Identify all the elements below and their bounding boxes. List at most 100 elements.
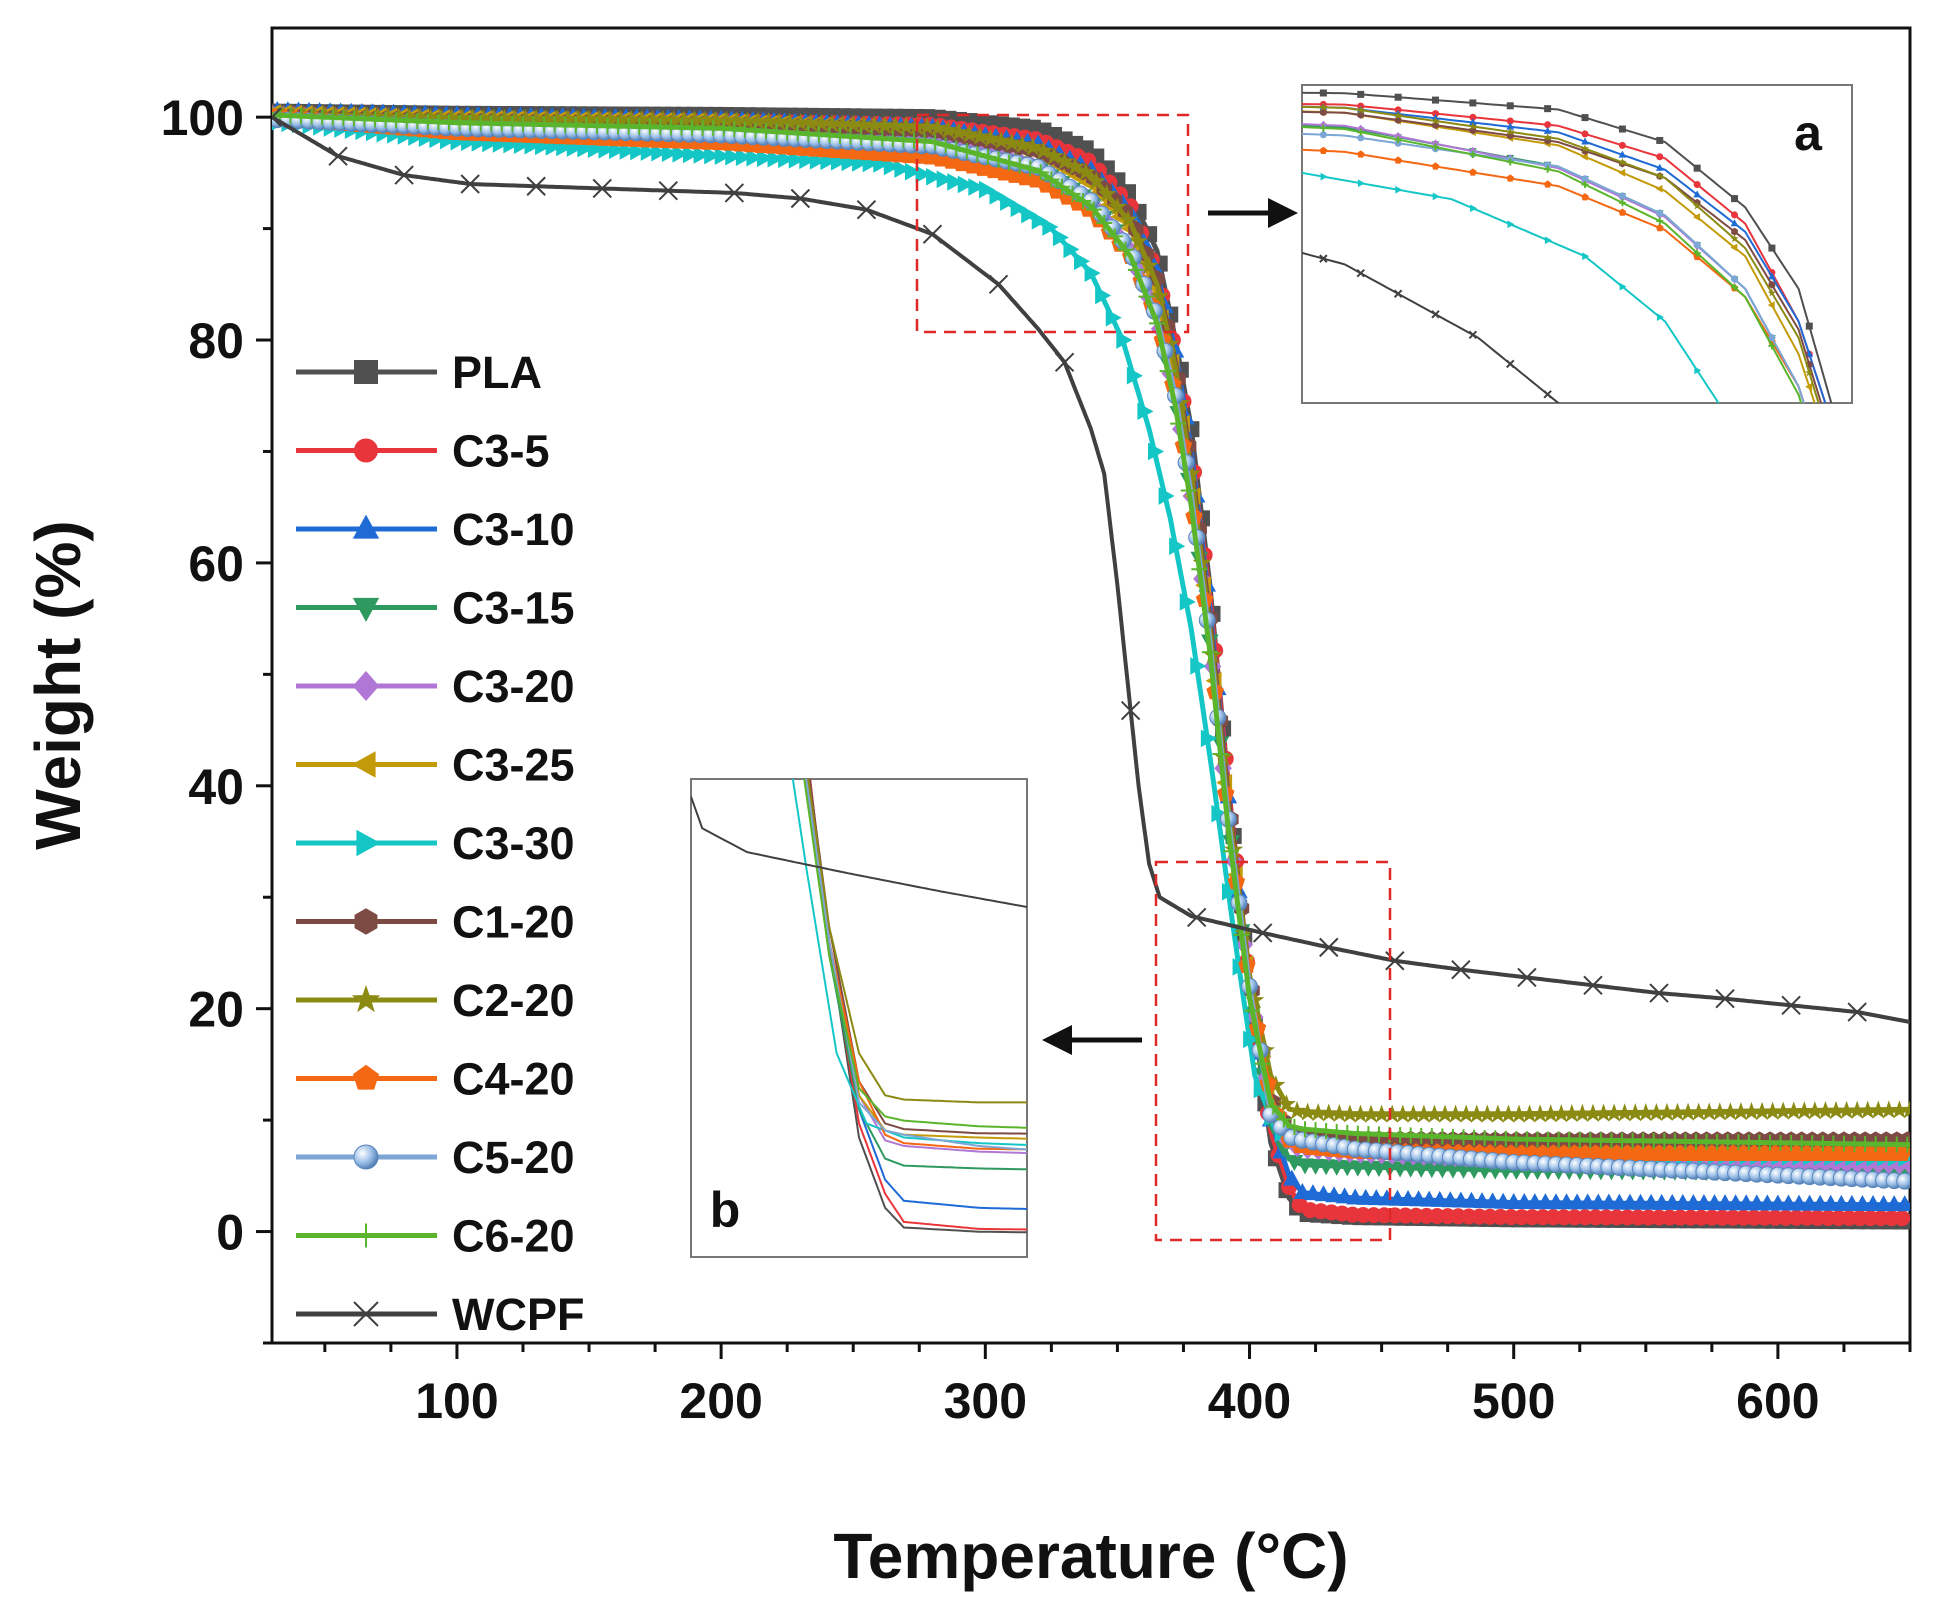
inset-point bbox=[1394, 156, 1402, 164]
data-point bbox=[1287, 1100, 1307, 1120]
inset-point bbox=[1581, 114, 1589, 122]
inset-point bbox=[1768, 334, 1776, 342]
data-point bbox=[1446, 1104, 1466, 1123]
data-point bbox=[1304, 1184, 1322, 1201]
data-point bbox=[1720, 1102, 1740, 1121]
inset-point bbox=[1544, 105, 1552, 113]
data-point bbox=[1794, 1101, 1814, 1120]
data-point bbox=[1329, 1103, 1349, 1122]
inset-point bbox=[1357, 90, 1365, 98]
data-point bbox=[915, 165, 932, 184]
data-point bbox=[1667, 1102, 1688, 1121]
inset-point bbox=[1507, 220, 1515, 229]
data-point bbox=[1325, 1186, 1343, 1203]
data-point bbox=[843, 114, 863, 133]
data-point bbox=[1781, 995, 1801, 1016]
data-point bbox=[1201, 644, 1218, 661]
inset-point bbox=[1656, 136, 1664, 144]
data-point bbox=[1010, 199, 1027, 218]
data-point bbox=[1815, 1101, 1835, 1120]
inset-point bbox=[1731, 195, 1739, 203]
data-point bbox=[799, 151, 816, 170]
inset-point bbox=[1805, 368, 1814, 377]
inset-point bbox=[1582, 252, 1590, 261]
inset-point bbox=[1693, 164, 1701, 172]
inset-point bbox=[1656, 536, 1663, 543]
legend-label: WCPF bbox=[452, 1289, 584, 1340]
data-point bbox=[1689, 1102, 1709, 1121]
inset-b-frame bbox=[690, 778, 1028, 1258]
inset-point bbox=[1432, 192, 1440, 201]
data-point bbox=[1245, 990, 1265, 1009]
inset-line bbox=[807, 779, 1027, 1104]
data-point bbox=[949, 122, 969, 141]
inset-point bbox=[1319, 131, 1327, 139]
data-point bbox=[1075, 192, 1092, 209]
legend-label: C3-15 bbox=[452, 583, 575, 634]
data-point bbox=[1424, 1104, 1444, 1123]
data-point bbox=[767, 149, 784, 168]
inset-point bbox=[1843, 497, 1850, 505]
series-c6-20 bbox=[272, 107, 1910, 1153]
data-point bbox=[1286, 1119, 1303, 1136]
data-point bbox=[1126, 366, 1143, 385]
data-point bbox=[1562, 1103, 1582, 1122]
inset-point bbox=[1843, 546, 1850, 553]
data-point bbox=[1063, 240, 1080, 259]
inset-point bbox=[1544, 121, 1552, 129]
inset-point bbox=[1730, 234, 1739, 243]
inset-point bbox=[1468, 122, 1478, 130]
data-point bbox=[1763, 1101, 1783, 1120]
legend-label: C3-20 bbox=[452, 661, 575, 712]
inset-line bbox=[691, 796, 1027, 908]
inset-point bbox=[1582, 424, 1589, 431]
data-point bbox=[812, 113, 832, 132]
data-point bbox=[592, 178, 612, 199]
legend-label: PLA bbox=[452, 347, 542, 398]
inset-series-c4-20 bbox=[1302, 146, 1805, 403]
data-point bbox=[790, 113, 810, 132]
data-point bbox=[1649, 983, 1669, 1003]
inset-point bbox=[1618, 208, 1627, 216]
x-tick-labels: 100 200 300 400 500 600 bbox=[415, 1373, 1819, 1429]
inset-point bbox=[1506, 174, 1515, 182]
legend-entry: C2-20 bbox=[296, 975, 575, 1026]
data-point bbox=[716, 110, 736, 129]
data-point bbox=[1741, 1101, 1761, 1120]
inset-point bbox=[1581, 137, 1589, 145]
inset-point bbox=[1469, 99, 1477, 107]
inset-series-c4-20 bbox=[805, 779, 1027, 1151]
legend-label: C3-5 bbox=[452, 426, 550, 477]
data-point bbox=[1784, 1101, 1804, 1120]
inset-line bbox=[805, 779, 1027, 1151]
inset-point bbox=[1692, 213, 1700, 221]
inset-series-c5-20 bbox=[805, 779, 1027, 1151]
inset-point bbox=[1581, 193, 1589, 201]
inset-point bbox=[1432, 143, 1439, 151]
inset-point bbox=[1768, 272, 1776, 280]
data-point bbox=[704, 146, 721, 165]
inset-point bbox=[1394, 136, 1402, 144]
inset-series-wcpf bbox=[1302, 251, 1813, 1241]
inset-point bbox=[1843, 481, 1850, 488]
data-point bbox=[896, 116, 916, 135]
data-point bbox=[938, 120, 958, 139]
data-point bbox=[1159, 363, 1176, 380]
inset-point bbox=[1618, 157, 1627, 166]
data-point bbox=[1509, 1104, 1529, 1123]
inset-point bbox=[1694, 644, 1701, 651]
legend-marker bbox=[353, 1144, 379, 1170]
data-point bbox=[1253, 1080, 1270, 1099]
inset-point bbox=[1844, 758, 1851, 766]
inset-point bbox=[1806, 1234, 1813, 1241]
data-point bbox=[968, 178, 985, 196]
legend-label: C6-20 bbox=[452, 1211, 575, 1262]
data-point bbox=[926, 167, 943, 186]
inset-point bbox=[1843, 480, 1851, 487]
inset-point bbox=[1767, 288, 1777, 297]
data-point bbox=[1052, 228, 1069, 247]
x-tick-label: 400 bbox=[1208, 1373, 1291, 1429]
data-point bbox=[452, 108, 472, 127]
data-point bbox=[1414, 1104, 1434, 1123]
data-point bbox=[1158, 487, 1175, 505]
